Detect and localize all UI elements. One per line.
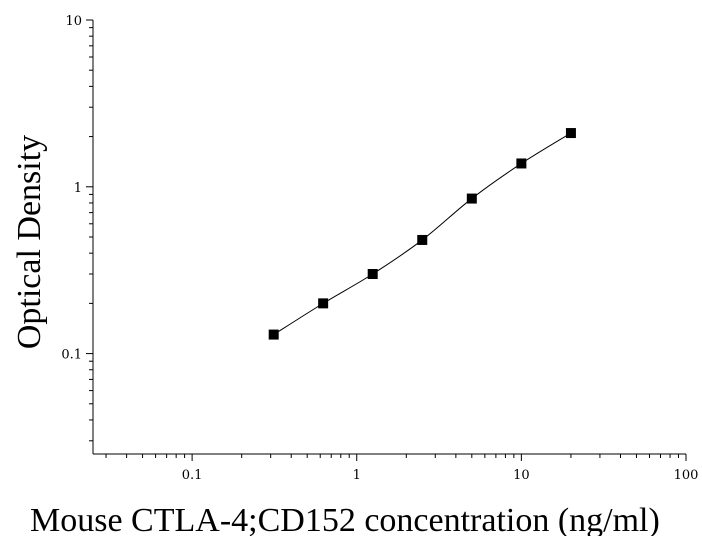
y-tick-label: 1 — [74, 181, 82, 196]
data-point — [466, 193, 477, 204]
tick-labels: 0.1 1 10 100 0.1 1 10 — [61, 14, 698, 483]
x-tick-label: 100 — [674, 468, 699, 483]
data-point — [565, 128, 576, 139]
ticks — [86, 19, 687, 461]
y-axis-title: Optical Density — [11, 135, 48, 349]
data-point — [268, 329, 279, 340]
data-point — [367, 269, 378, 280]
data-point — [417, 234, 428, 245]
y-tick-label: 0.1 — [61, 348, 82, 363]
x-tick-label: 1 — [353, 468, 361, 483]
data-point — [516, 158, 527, 169]
x-axis-title: Mouse CTLA-4;CD152 concentration (ng/ml) — [30, 502, 660, 536]
data-point — [318, 298, 329, 309]
axes — [92, 20, 686, 455]
x-tick-label: 10 — [513, 468, 530, 483]
y-tick-label: 10 — [65, 14, 82, 29]
data-points — [268, 128, 576, 340]
x-tick-label: 0.1 — [182, 468, 203, 483]
